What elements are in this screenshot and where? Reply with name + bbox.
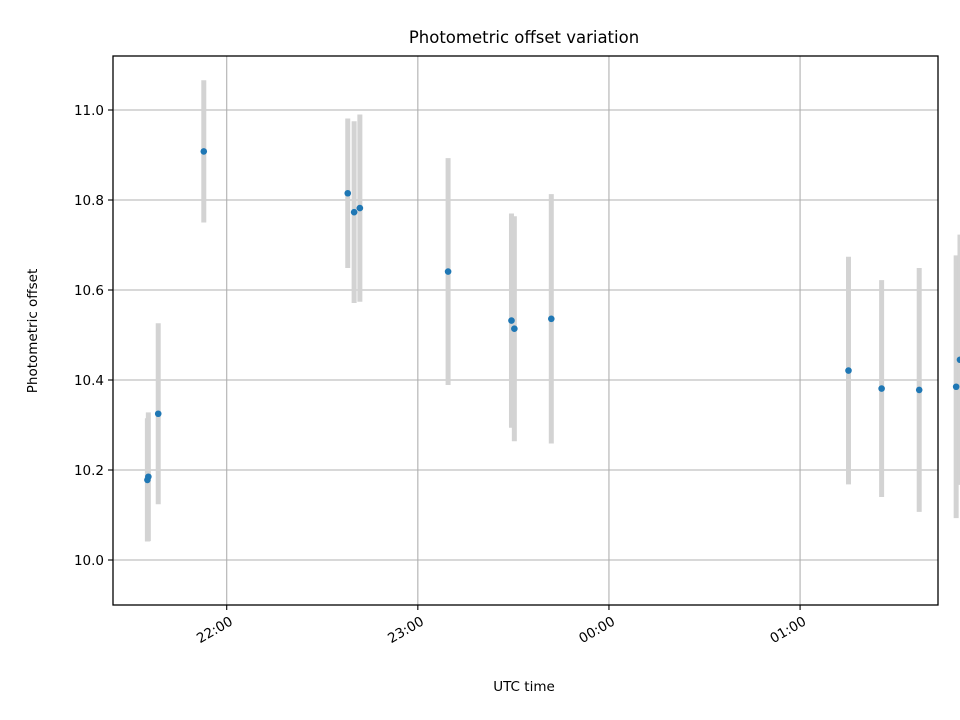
x-tick-label: 00:00	[576, 614, 618, 647]
data-point	[356, 204, 364, 212]
y-tick-label: 10.6	[74, 283, 104, 299]
data-point	[956, 356, 960, 364]
data-points	[144, 148, 960, 484]
data-point	[145, 473, 152, 481]
chart-title: Photometric offset variation	[409, 28, 639, 47]
data-point	[915, 386, 923, 394]
plot-area-frame	[112, 55, 939, 606]
y-axis-ticks: 10.0 10.2 10.4 10.6 10.8 11.0	[74, 103, 113, 569]
data-point	[548, 315, 555, 323]
x-axis-label: UTC time	[493, 679, 555, 695]
y-tick-label: 10.8	[74, 193, 104, 209]
data-point	[508, 317, 515, 324]
data-point	[845, 367, 852, 374]
x-tick-label: 01:00	[767, 614, 809, 647]
data-point	[154, 410, 162, 418]
x-tick-label: 23:00	[385, 614, 427, 647]
data-point	[444, 268, 452, 275]
data-point	[344, 189, 352, 197]
y-axis-label: Photometric offset	[25, 269, 41, 393]
grid	[113, 56, 938, 605]
data-point	[878, 385, 885, 392]
data-point	[952, 383, 960, 391]
y-tick-label: 10.0	[74, 553, 104, 569]
data-point	[200, 148, 208, 155]
data-point	[350, 208, 358, 216]
y-tick-label: 11.0	[74, 103, 104, 119]
y-tick-label: 10.2	[74, 463, 104, 479]
errorbars	[144, 80, 960, 542]
y-tick-label: 10.4	[74, 373, 104, 389]
x-tick-label: 22:00	[194, 614, 236, 647]
data-point	[511, 325, 518, 333]
